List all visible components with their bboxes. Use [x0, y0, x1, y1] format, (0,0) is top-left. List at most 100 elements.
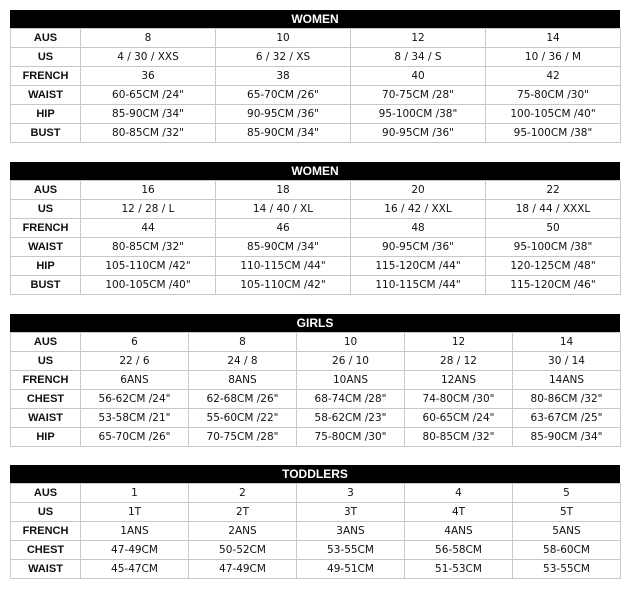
size-cell: 85-90CM /34" [215, 237, 351, 257]
size-cell: 3 [296, 483, 405, 503]
size-cell: 62-68CM /26" [188, 389, 297, 409]
size-cell: 12 [350, 28, 486, 48]
size-cell: 3T [296, 502, 405, 522]
size-cell: 50 [485, 218, 621, 238]
row-label: AUS [10, 483, 81, 503]
row-label: US [10, 502, 81, 522]
size-cell: 95-100CM /38" [485, 123, 621, 143]
size-cell: 95-100CM /38" [350, 104, 486, 124]
size-cell: 70-75CM /28" [188, 427, 297, 447]
size-cell: 44 [80, 218, 216, 238]
row-label: WAIST [10, 408, 81, 428]
row-label: FRENCH [10, 66, 81, 86]
size-cell: 47-49CM [80, 540, 189, 560]
size-cell: 8 / 34 / S [350, 47, 486, 67]
size-cell: 16 / 42 / XXL [350, 199, 486, 219]
size-cell: 38 [215, 66, 351, 86]
size-cell: 1 [80, 483, 189, 503]
size-cell: 4 / 30 / XXS [80, 47, 216, 67]
size-cell: 55-60CM /22" [188, 408, 297, 428]
size-cell: 60-65CM /24" [404, 408, 513, 428]
row-label: FRENCH [10, 521, 81, 541]
size-cell: 8 [188, 332, 297, 352]
size-cell: 80-85CM /32" [80, 123, 216, 143]
size-cell: 22 / 6 [80, 351, 189, 371]
size-cell: 1T [80, 502, 189, 522]
size-cell: 4ANS [404, 521, 513, 541]
row-label: AUS [10, 180, 81, 200]
size-cell: 58-60CM [512, 540, 621, 560]
size-cell: 46 [215, 218, 351, 238]
row-label: WAIST [10, 85, 81, 105]
size-cell: 51-53CM [404, 559, 513, 579]
size-cell: 24 / 8 [188, 351, 297, 371]
size-cell: 10 [215, 28, 351, 48]
size-cell: 53-55CM [296, 540, 405, 560]
table-title: TODDLERS [10, 465, 620, 483]
size-cell: 58-62CM /23" [296, 408, 405, 428]
size-cell: 16 [80, 180, 216, 200]
size-cell: 2T [188, 502, 297, 522]
size-cell: 105-110CM /42" [215, 275, 351, 295]
size-cell: 8 [80, 28, 216, 48]
size-cell: 50-52CM [188, 540, 297, 560]
size-cell: 12 / 28 / L [80, 199, 216, 219]
size-cell: 85-90CM /34" [512, 427, 621, 447]
size-cell: 90-95CM /36" [350, 237, 486, 257]
size-cell: 49-51CM [296, 559, 405, 579]
size-cell: 5ANS [512, 521, 621, 541]
size-cell: 110-115CM /44" [215, 256, 351, 276]
row-label: FRENCH [10, 370, 81, 390]
row-label: HIP [10, 427, 81, 447]
row-label: BUST [10, 123, 81, 143]
size-cell: 90-95CM /36" [350, 123, 486, 143]
size-cell: 8ANS [188, 370, 297, 390]
size-cell: 28 / 12 [404, 351, 513, 371]
size-cell: 115-120CM /46" [485, 275, 621, 295]
size-cell: 14ANS [512, 370, 621, 390]
size-cell: 70-75CM /28" [350, 85, 486, 105]
size-cell: 45-47CM [80, 559, 189, 579]
table-title: WOMEN [10, 10, 620, 28]
size-cell: 18 [215, 180, 351, 200]
row-label: US [10, 47, 81, 67]
table-title: WOMEN [10, 162, 620, 180]
size-cell: 18 / 44 / XXXL [485, 199, 621, 219]
size-cell: 120-125CM /48" [485, 256, 621, 276]
row-label: HIP [10, 256, 81, 276]
size-cell: 110-115CM /44" [350, 275, 486, 295]
size-cell: 12 [404, 332, 513, 352]
size-cell: 22 [485, 180, 621, 200]
size-cell: 6ANS [80, 370, 189, 390]
row-label: AUS [10, 332, 81, 352]
size-cell: 53-58CM /21" [80, 408, 189, 428]
size-cell: 75-80CM /30" [296, 427, 405, 447]
row-label: WAIST [10, 559, 81, 579]
size-cell: 1ANS [80, 521, 189, 541]
size-cell: 65-70CM /26" [80, 427, 189, 447]
size-cell: 56-62CM /24" [80, 389, 189, 409]
size-cell: 14 [512, 332, 621, 352]
size-cell: 85-90CM /34" [215, 123, 351, 143]
size-cell: 47-49CM [188, 559, 297, 579]
size-cell: 105-110CM /42" [80, 256, 216, 276]
row-label: US [10, 199, 81, 219]
row-label: CHEST [10, 540, 81, 560]
size-cell: 26 / 10 [296, 351, 405, 371]
size-cell: 56-58CM [404, 540, 513, 560]
size-cell: 2 [188, 483, 297, 503]
size-cell: 68-74CM /28" [296, 389, 405, 409]
size-cell: 115-120CM /44" [350, 256, 486, 276]
size-cell: 85-90CM /34" [80, 104, 216, 124]
size-cell: 74-80CM /30" [404, 389, 513, 409]
size-cell: 48 [350, 218, 486, 238]
size-cell: 95-100CM /38" [485, 237, 621, 257]
size-cell: 10 / 36 / M [485, 47, 621, 67]
size-cell: 3ANS [296, 521, 405, 541]
size-cell: 12ANS [404, 370, 513, 390]
size-cell: 60-65CM /24" [80, 85, 216, 105]
size-cell: 80-85CM /32" [80, 237, 216, 257]
row-label: CHEST [10, 389, 81, 409]
size-cell: 65-70CM /26" [215, 85, 351, 105]
